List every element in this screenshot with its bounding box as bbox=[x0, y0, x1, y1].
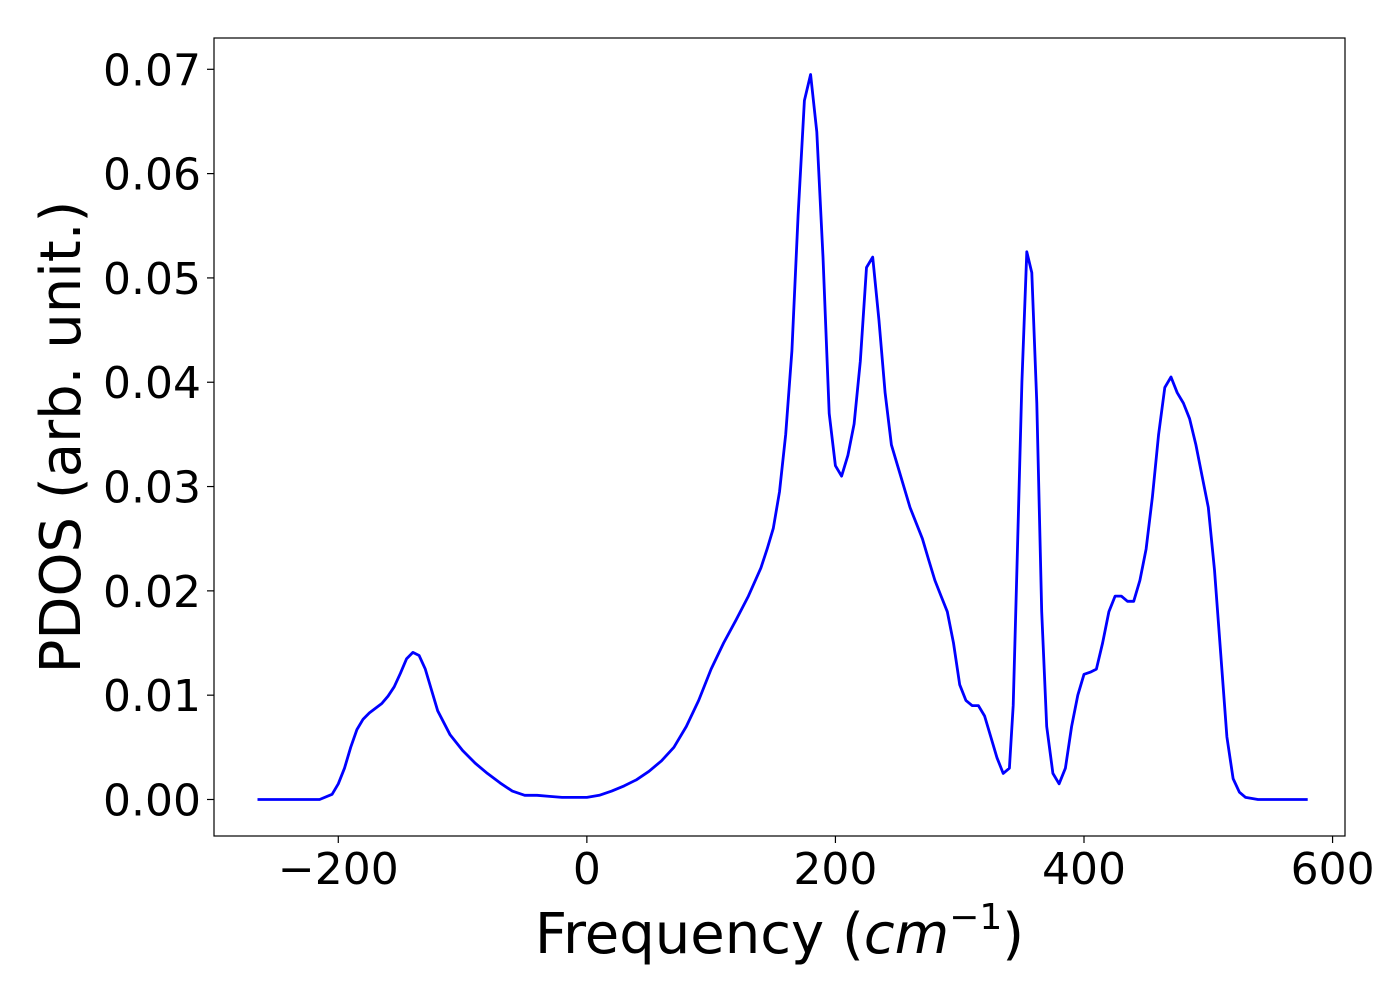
y-tick-label: 0.01 bbox=[103, 671, 201, 722]
x-tick-label: −200 bbox=[278, 844, 399, 895]
plot-background bbox=[214, 38, 1345, 836]
y-tick-label: 0.06 bbox=[103, 150, 201, 201]
y-tick-label: 0.07 bbox=[103, 45, 201, 96]
y-axis-title: PDOS (arb. unit.) bbox=[29, 201, 94, 674]
y-tick-label: 0.05 bbox=[103, 254, 201, 305]
y-tick-label: 0.04 bbox=[103, 358, 201, 409]
pdos-series-line bbox=[257, 73, 1308, 801]
x-tick-label: 200 bbox=[793, 844, 877, 895]
x-tick-label: 400 bbox=[1042, 844, 1126, 895]
y-axis-ticks: 0.00 0.01 0.02 0.03 0.04 0.05 0.06 0.07 bbox=[103, 45, 214, 826]
x-tick-label: 0 bbox=[573, 844, 601, 895]
x-axis-ticks: −200 0 200 400 600 bbox=[278, 836, 1375, 895]
x-axis-title: Frequency (cm−1) bbox=[535, 897, 1024, 967]
y-tick-label: 0.03 bbox=[103, 463, 201, 514]
x-tick-label: 600 bbox=[1291, 844, 1375, 895]
y-tick-label: 0.02 bbox=[103, 567, 201, 618]
y-tick-label: 0.00 bbox=[103, 775, 201, 826]
plot-frame bbox=[213, 37, 1346, 837]
